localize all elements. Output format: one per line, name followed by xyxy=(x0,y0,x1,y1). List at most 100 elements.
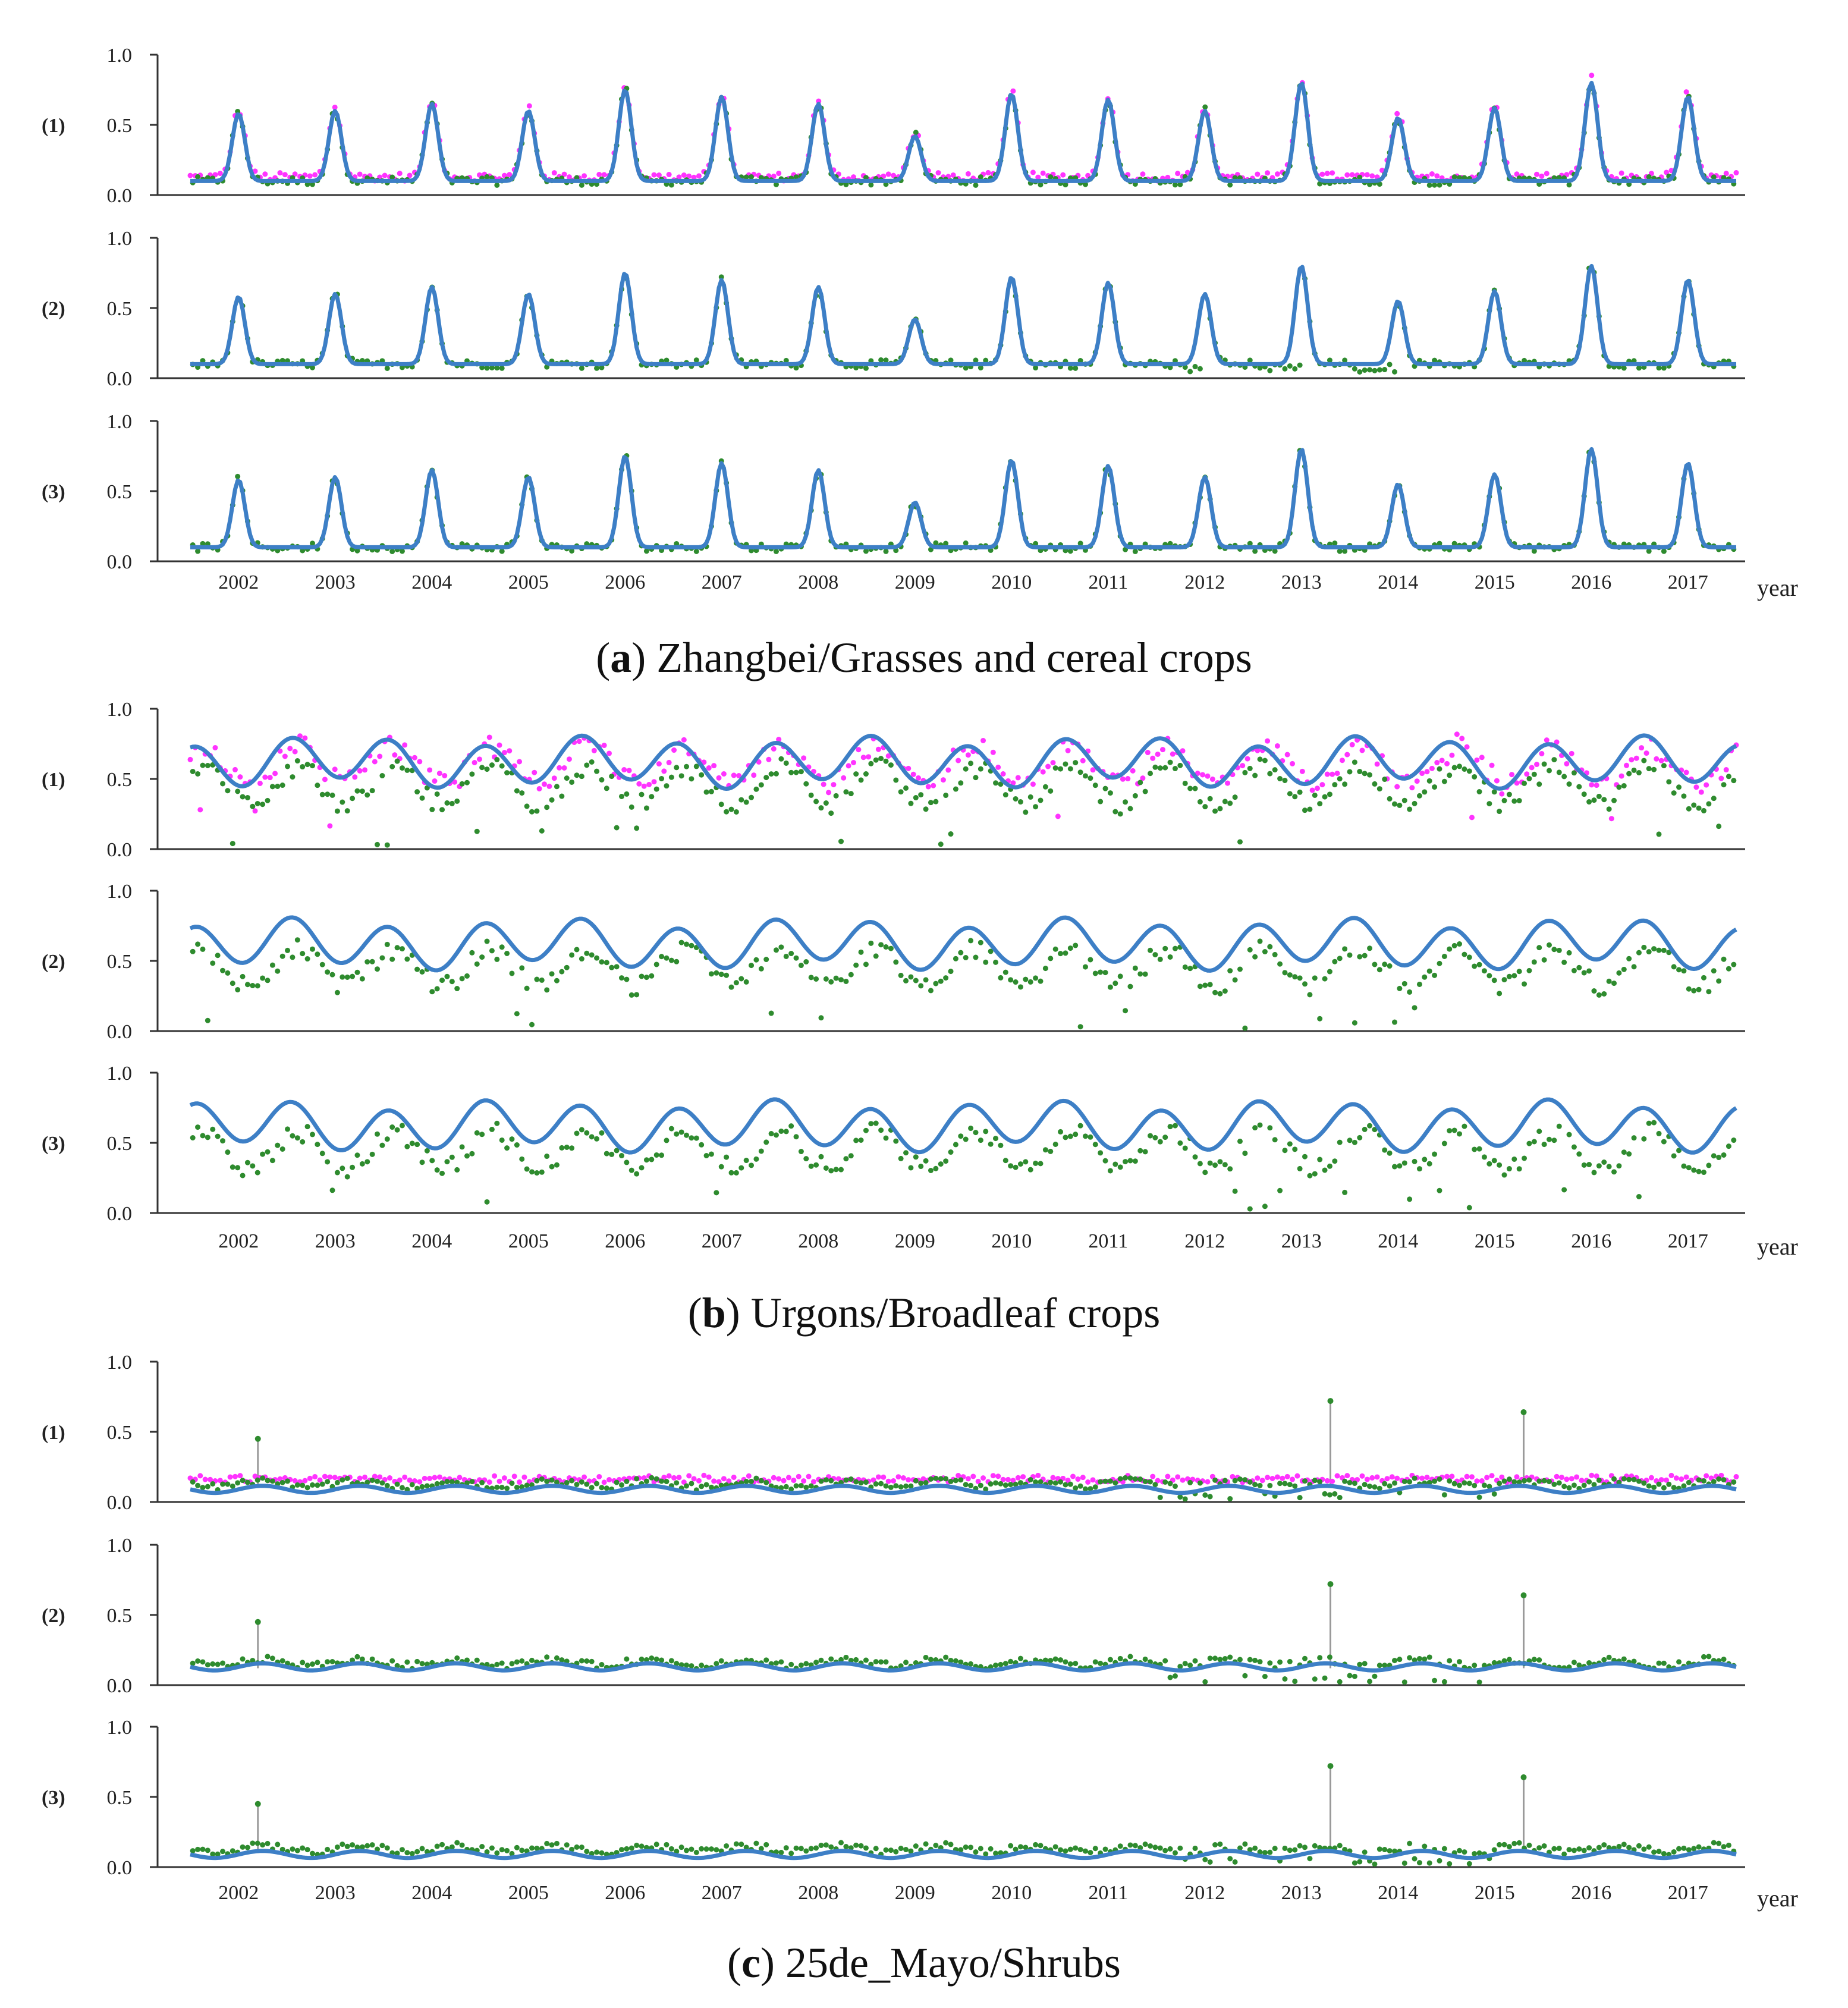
raw-point xyxy=(1302,1478,1308,1484)
reference-point xyxy=(422,1475,428,1481)
raw-point xyxy=(1391,1164,1397,1170)
raw-point xyxy=(1342,1189,1348,1195)
x-tick-label: 2003 xyxy=(315,571,356,593)
raw-point xyxy=(1397,802,1403,808)
reference-point xyxy=(651,779,657,785)
reference-point xyxy=(551,775,557,781)
raw-point xyxy=(628,804,634,810)
raw-point xyxy=(1576,784,1582,790)
reference-point xyxy=(1564,1476,1570,1482)
raw-point xyxy=(544,1154,550,1159)
reference-point xyxy=(1658,1477,1664,1483)
raw-point xyxy=(329,1659,335,1665)
raw-point xyxy=(1391,1480,1397,1486)
raw-point xyxy=(1561,1187,1567,1193)
reference-point xyxy=(501,1475,507,1481)
raw-point xyxy=(993,1663,999,1668)
raw-point xyxy=(1711,1153,1717,1159)
reference-point xyxy=(975,1478,981,1484)
raw-point xyxy=(210,1481,216,1487)
raw-point xyxy=(1437,766,1442,772)
reference-point xyxy=(1344,1473,1350,1479)
raw-point xyxy=(260,1842,266,1848)
raw-point xyxy=(285,763,291,769)
raw-point xyxy=(1422,1656,1428,1662)
raw-point xyxy=(883,548,889,554)
raw-point xyxy=(993,959,999,965)
y-tick-label: 0.0 xyxy=(107,185,133,207)
raw-point xyxy=(1342,1846,1348,1852)
reference-point xyxy=(1489,762,1495,768)
reference-point xyxy=(1175,1474,1181,1480)
raw-point xyxy=(230,841,235,847)
raw-point xyxy=(1172,1484,1178,1489)
raw-point xyxy=(948,1657,954,1663)
raw-point xyxy=(559,1657,565,1663)
raw-point xyxy=(718,972,724,978)
raw-point xyxy=(1247,357,1253,363)
raw-point xyxy=(260,1475,266,1481)
raw-point xyxy=(778,1128,784,1134)
raw-point xyxy=(254,800,260,806)
raw-point xyxy=(529,1022,535,1027)
raw-point xyxy=(1217,1657,1223,1663)
raw-point xyxy=(215,953,221,959)
raw-point xyxy=(1491,978,1497,983)
raw-point xyxy=(544,987,550,993)
raw-point xyxy=(424,1148,430,1154)
raw-point xyxy=(908,974,914,980)
reference-point xyxy=(407,1477,413,1483)
raw-point xyxy=(858,777,864,783)
reference-point xyxy=(1479,1478,1485,1484)
raw-point xyxy=(359,1844,365,1850)
raw-point xyxy=(309,946,315,952)
raw-point xyxy=(1227,800,1233,806)
reference-point xyxy=(1324,771,1330,777)
raw-point xyxy=(848,791,854,797)
raw-point xyxy=(1307,1173,1313,1179)
raw-point xyxy=(325,1159,331,1165)
x-tick-label: 2002 xyxy=(218,571,259,593)
raw-point xyxy=(1412,1657,1418,1663)
raw-point xyxy=(1606,978,1612,984)
raw-point xyxy=(1252,1657,1258,1663)
raw-point xyxy=(1287,1141,1293,1147)
raw-point xyxy=(1426,1479,1432,1485)
x-tick-label: 2015 xyxy=(1475,1882,1515,1904)
raw-point xyxy=(334,1170,340,1176)
raw-point xyxy=(1382,1147,1388,1153)
raw-point xyxy=(1391,369,1397,375)
raw-point xyxy=(1571,770,1577,776)
raw-point xyxy=(773,947,779,953)
reference-point xyxy=(985,169,991,175)
reference-point xyxy=(1290,761,1296,766)
raw-point xyxy=(1447,946,1453,952)
raw-point xyxy=(943,1654,949,1660)
raw-point xyxy=(1023,976,1029,982)
raw-point xyxy=(1716,978,1722,984)
raw-point xyxy=(1412,1856,1418,1862)
reference-point xyxy=(1055,813,1061,819)
raw-point xyxy=(643,1657,649,1663)
raw-point xyxy=(998,1481,1004,1487)
reference-point xyxy=(352,774,358,780)
raw-point xyxy=(494,1484,500,1490)
raw-point xyxy=(1058,766,1064,772)
raw-point xyxy=(718,802,724,807)
raw-point xyxy=(903,785,909,791)
raw-point xyxy=(1497,1162,1503,1168)
raw-point xyxy=(618,1847,624,1853)
raw-point xyxy=(788,1661,794,1667)
raw-point xyxy=(1067,1481,1073,1487)
raw-point xyxy=(1581,791,1587,797)
caption-letter: a xyxy=(610,634,631,681)
raw-point xyxy=(1586,1660,1592,1666)
raw-point xyxy=(1611,1476,1617,1482)
spike-point xyxy=(1520,1409,1527,1415)
raw-point xyxy=(953,786,958,792)
raw-point xyxy=(883,1135,889,1141)
raw-point xyxy=(1102,970,1108,976)
reference-point xyxy=(546,783,552,789)
raw-point xyxy=(1457,941,1463,947)
x-tick-label: 2014 xyxy=(1378,1882,1418,1904)
